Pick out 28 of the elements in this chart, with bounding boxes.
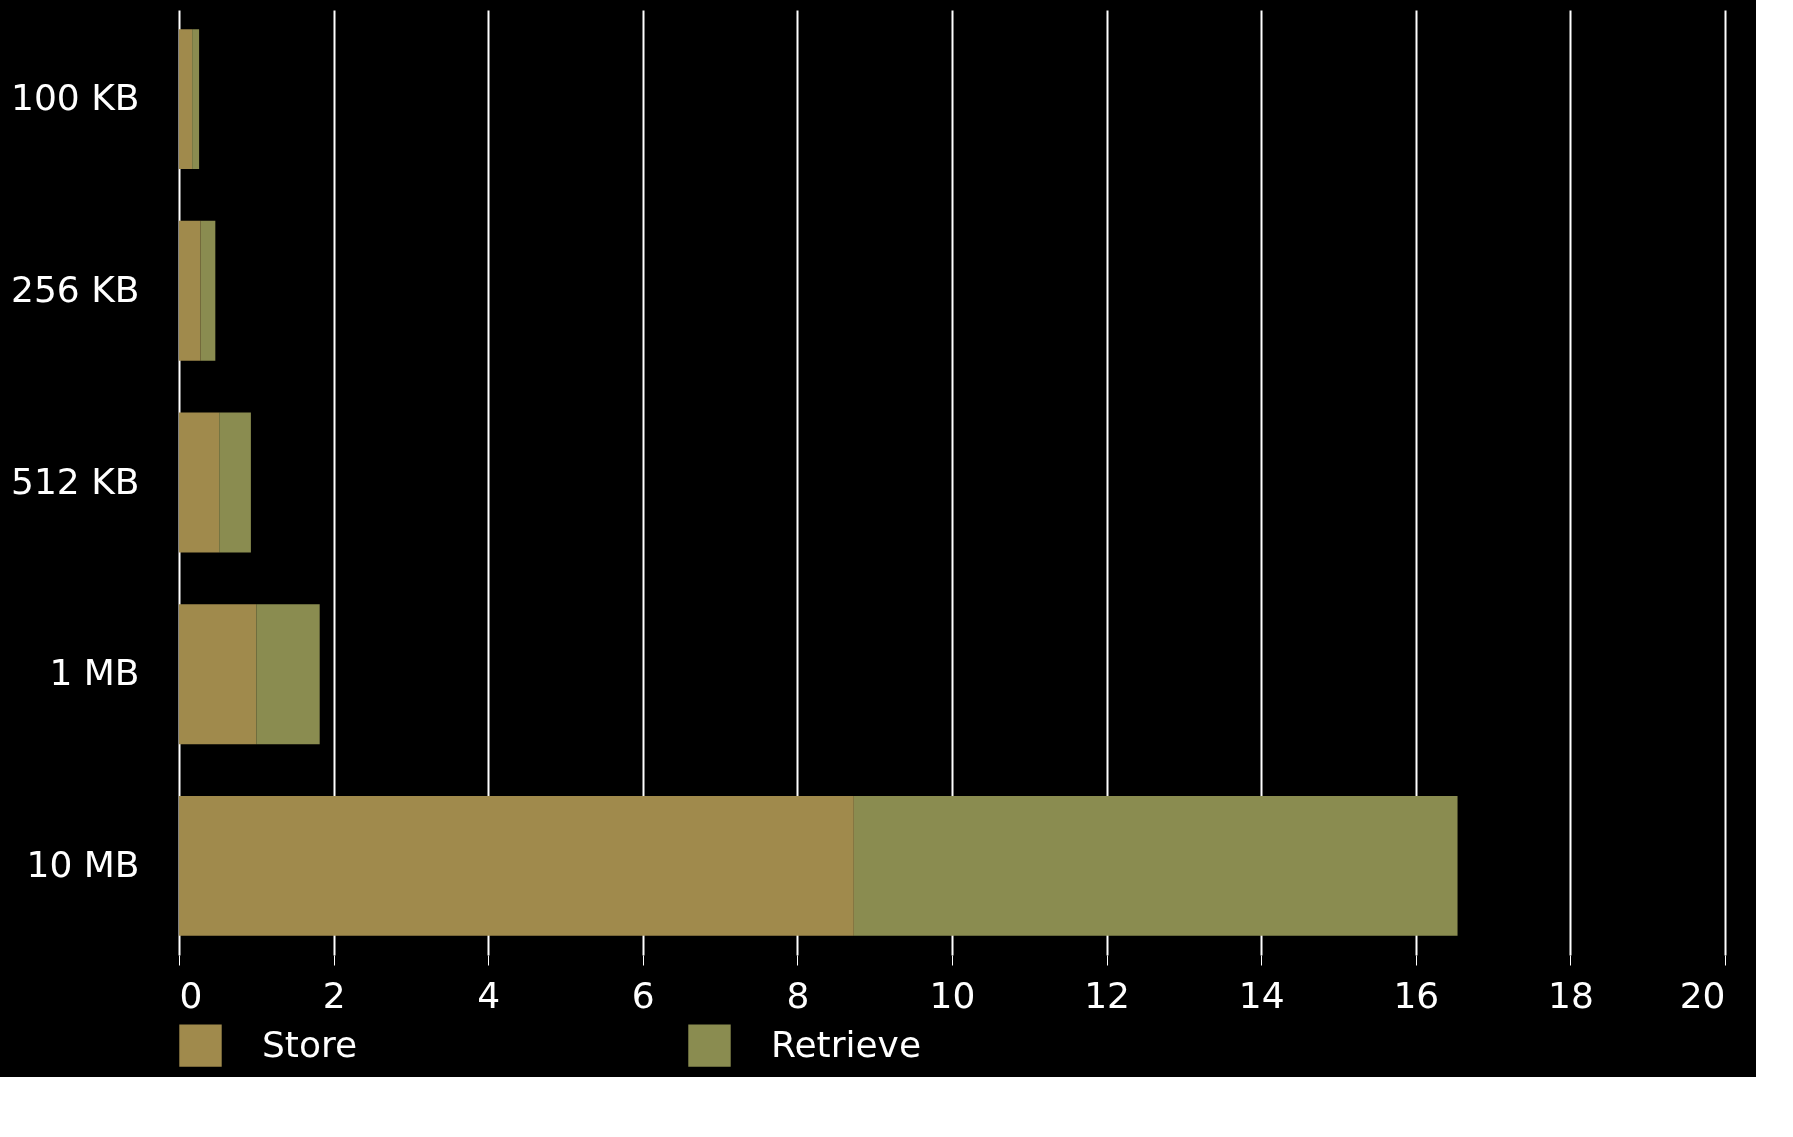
y-tick-label: 256 KB (11, 268, 140, 310)
y-tick-label: 10 MB (26, 843, 140, 885)
bar (219, 412, 251, 553)
x-tick-label: 16 (1393, 974, 1440, 1016)
x-tick-label: 4 (477, 974, 501, 1016)
x-tick-label: 10 (929, 974, 976, 1016)
x-tick-label: 18 (1547, 974, 1594, 1016)
x-tick-label: 20 (1679, 974, 1726, 1016)
bar (192, 29, 200, 170)
bar (179, 29, 193, 170)
bar (179, 604, 257, 745)
x-tick-label: 0 (179, 974, 203, 1016)
x-tick-label: 2 (322, 974, 346, 1016)
x-tick-label: 12 (1084, 974, 1131, 1016)
x-tick-label: 8 (786, 974, 810, 1016)
bar (853, 795, 1458, 936)
bar (179, 795, 854, 936)
legend-label: Store (262, 1023, 358, 1065)
bar (200, 220, 216, 361)
bar (179, 412, 220, 553)
y-tick-label: 1 MB (49, 652, 140, 694)
bar (256, 604, 320, 745)
legend-label: Retrieve (771, 1023, 922, 1065)
x-tick-label: 14 (1238, 974, 1285, 1016)
bar (179, 220, 201, 361)
x-tick-label: 6 (631, 974, 655, 1016)
y-tick-label: 100 KB (11, 77, 140, 119)
y-tick-label: 512 KB (11, 460, 140, 502)
